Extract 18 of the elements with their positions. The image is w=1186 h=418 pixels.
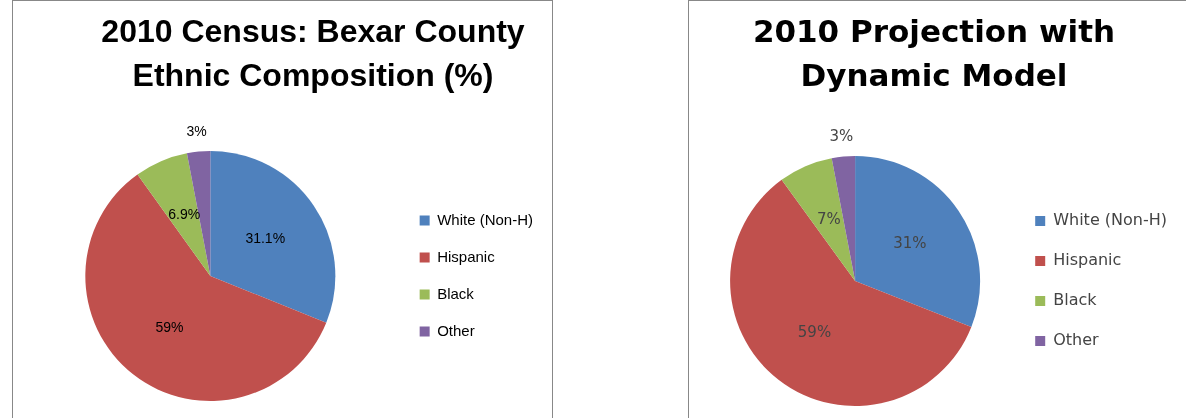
legend-label: Black: [1053, 290, 1098, 310]
legend-label: Black: [437, 284, 475, 302]
data-label: 7%: [816, 210, 841, 229]
data-label: 59%: [155, 318, 184, 335]
data-label: 31%: [893, 233, 927, 252]
data-label: 31.1%: [245, 229, 286, 246]
data-label: 59%: [797, 323, 832, 342]
legend-label: Hispanic: [1053, 250, 1122, 270]
legend-label: White (Non-H): [1053, 210, 1167, 230]
chart-title: 2010 Census: Bexar County Ethnic Composition (%): [100, 12, 526, 95]
data-label: 3%: [829, 126, 854, 145]
legend-label: Other: [437, 321, 475, 339]
data-label: 6.9%: [168, 205, 201, 222]
legend-label: Other: [1053, 330, 1100, 350]
data-label: 3%: [186, 122, 207, 139]
legend-label: White (Non-H): [437, 210, 534, 228]
chart-title: 2010 Projection with Dynamic Model: [751, 12, 1117, 95]
legend-label: Hispanic: [437, 247, 496, 265]
